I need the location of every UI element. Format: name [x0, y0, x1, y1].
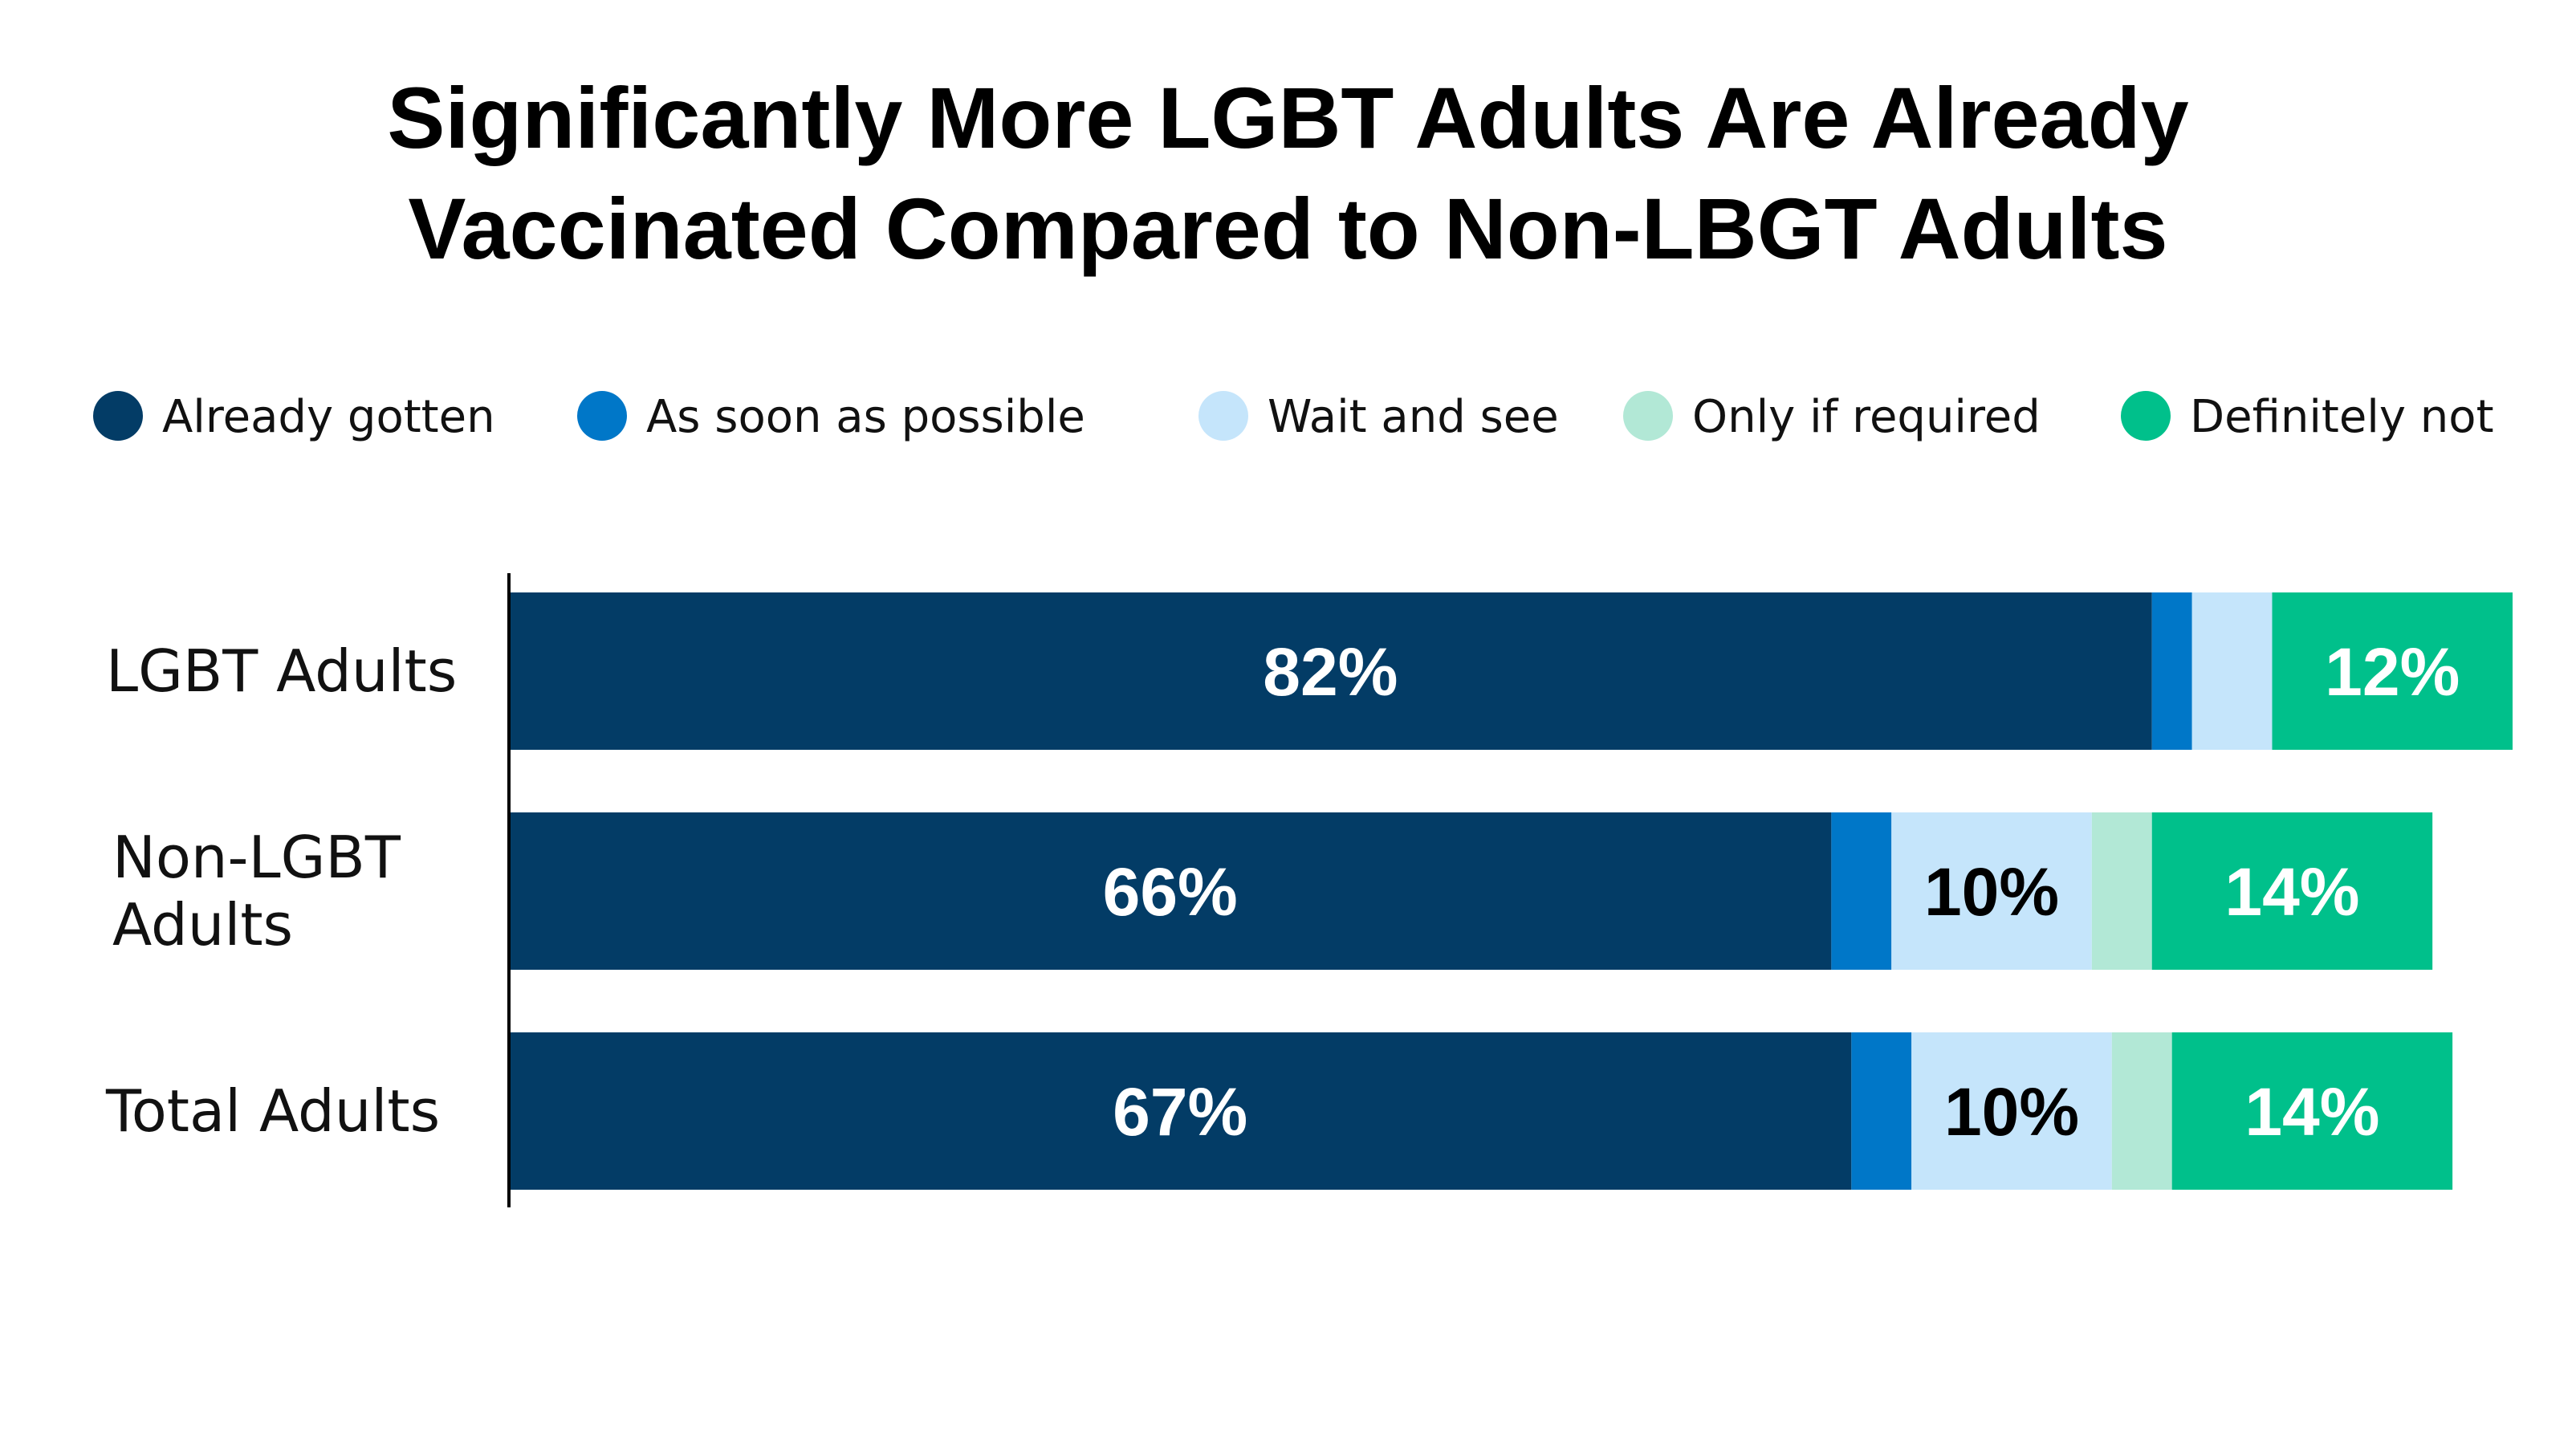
- legend-item-already-gotten: Already gotten: [93, 391, 495, 443]
- legend-label-already-gotten: Already gotten: [162, 391, 495, 443]
- legend-swatch-only-if-required: [1623, 391, 1673, 441]
- bar-value-label: 66%: [1103, 854, 1238, 930]
- legend-swatch-as-soon-as-possible: [577, 391, 627, 441]
- legend: Already gotten As soon as possible Wait an…: [93, 391, 2494, 443]
- bar-value-label: 82%: [1263, 634, 1398, 710]
- bar-row-non-lgbt-adults: 66% 10% 14%: [509, 812, 2433, 970]
- bar-segment-already-gotten-total-adults: [509, 1032, 1852, 1190]
- bar-value-label: 14%: [2224, 854, 2359, 930]
- legend-label-as-soon-as-possible: As soon as possible: [646, 391, 1085, 443]
- category-label-non-lgbt-adults: Adults: [112, 891, 293, 959]
- bar-row-total-adults: 67% 10% 14%: [509, 1032, 2453, 1190]
- chart-title-line-1: Significantly More LGBT Adults Are Alrea…: [387, 69, 2189, 166]
- legend-label-definitely-not: Definitely not: [2190, 391, 2494, 443]
- bar-segment-as-soon-as-possible-lgbt-adults: [2151, 592, 2192, 750]
- legend-item-only-if-required: Only if required: [1623, 391, 2041, 443]
- legend-item-definitely-not: Definitely not: [2121, 391, 2494, 443]
- bar-segment-only-if-required-non-lgbt-adults: [2091, 812, 2152, 970]
- legend-label-only-if-required: Only if required: [1692, 391, 2041, 443]
- bar-segment-wait-and-see-total-adults: [1911, 1032, 2112, 1190]
- bar-value-label: 12%: [2325, 634, 2460, 710]
- bars: 82% 12% 66% 10% 14% 67% 10% 14%: [509, 592, 2513, 1190]
- bar-row-lgbt-adults: 82% 12%: [509, 592, 2513, 750]
- bar-segment-only-if-required-total-adults: [2111, 1032, 2172, 1190]
- bar-value-label: 67%: [1113, 1074, 1247, 1150]
- chart-title-line-2: Vaccinated Compared to Non-LBGT Adults: [408, 180, 2168, 277]
- bar-segment-already-gotten-non-lgbt-adults: [509, 812, 1832, 970]
- bar-segment-as-soon-as-possible-total-adults: [1851, 1032, 1912, 1190]
- legend-item-wait-and-see: Wait and see: [1198, 391, 1559, 443]
- chart-title: Significantly More LGBT Adults Are Alrea…: [0, 63, 2576, 284]
- bar-segment-wait-and-see-lgbt-adults: [2191, 592, 2273, 750]
- bar-value-label: 14%: [2244, 1074, 2379, 1150]
- bar-segment-definitely-not-lgbt-adults: [2272, 592, 2513, 750]
- legend-label-wait-and-see: Wait and see: [1268, 391, 1559, 443]
- bar-value-label: 10%: [1924, 854, 2059, 930]
- bar-segment-definitely-not-total-adults: [2171, 1032, 2453, 1190]
- bar-segment-already-gotten-lgbt-adults: [509, 592, 2152, 750]
- bar-segment-definitely-not-non-lgbt-adults: [2151, 812, 2433, 970]
- legend-swatch-definitely-not: [2121, 391, 2171, 441]
- category-label-total-adults: Total Adults: [105, 1077, 440, 1145]
- category-label-non-lgbt-adults: Non-LGBT: [112, 824, 401, 891]
- legend-swatch-already-gotten: [93, 391, 143, 441]
- legend-item-as-soon-as-possible: As soon as possible: [577, 391, 1085, 443]
- category-label-lgbt-adults: LGBT Adults: [106, 637, 457, 705]
- legend-swatch-wait-and-see: [1198, 391, 1248, 441]
- bar-segment-wait-and-see-non-lgbt-adults: [1891, 812, 2092, 970]
- bar-value-label: 10%: [1944, 1074, 2079, 1150]
- bar-segment-as-soon-as-possible-non-lgbt-adults: [1831, 812, 1892, 970]
